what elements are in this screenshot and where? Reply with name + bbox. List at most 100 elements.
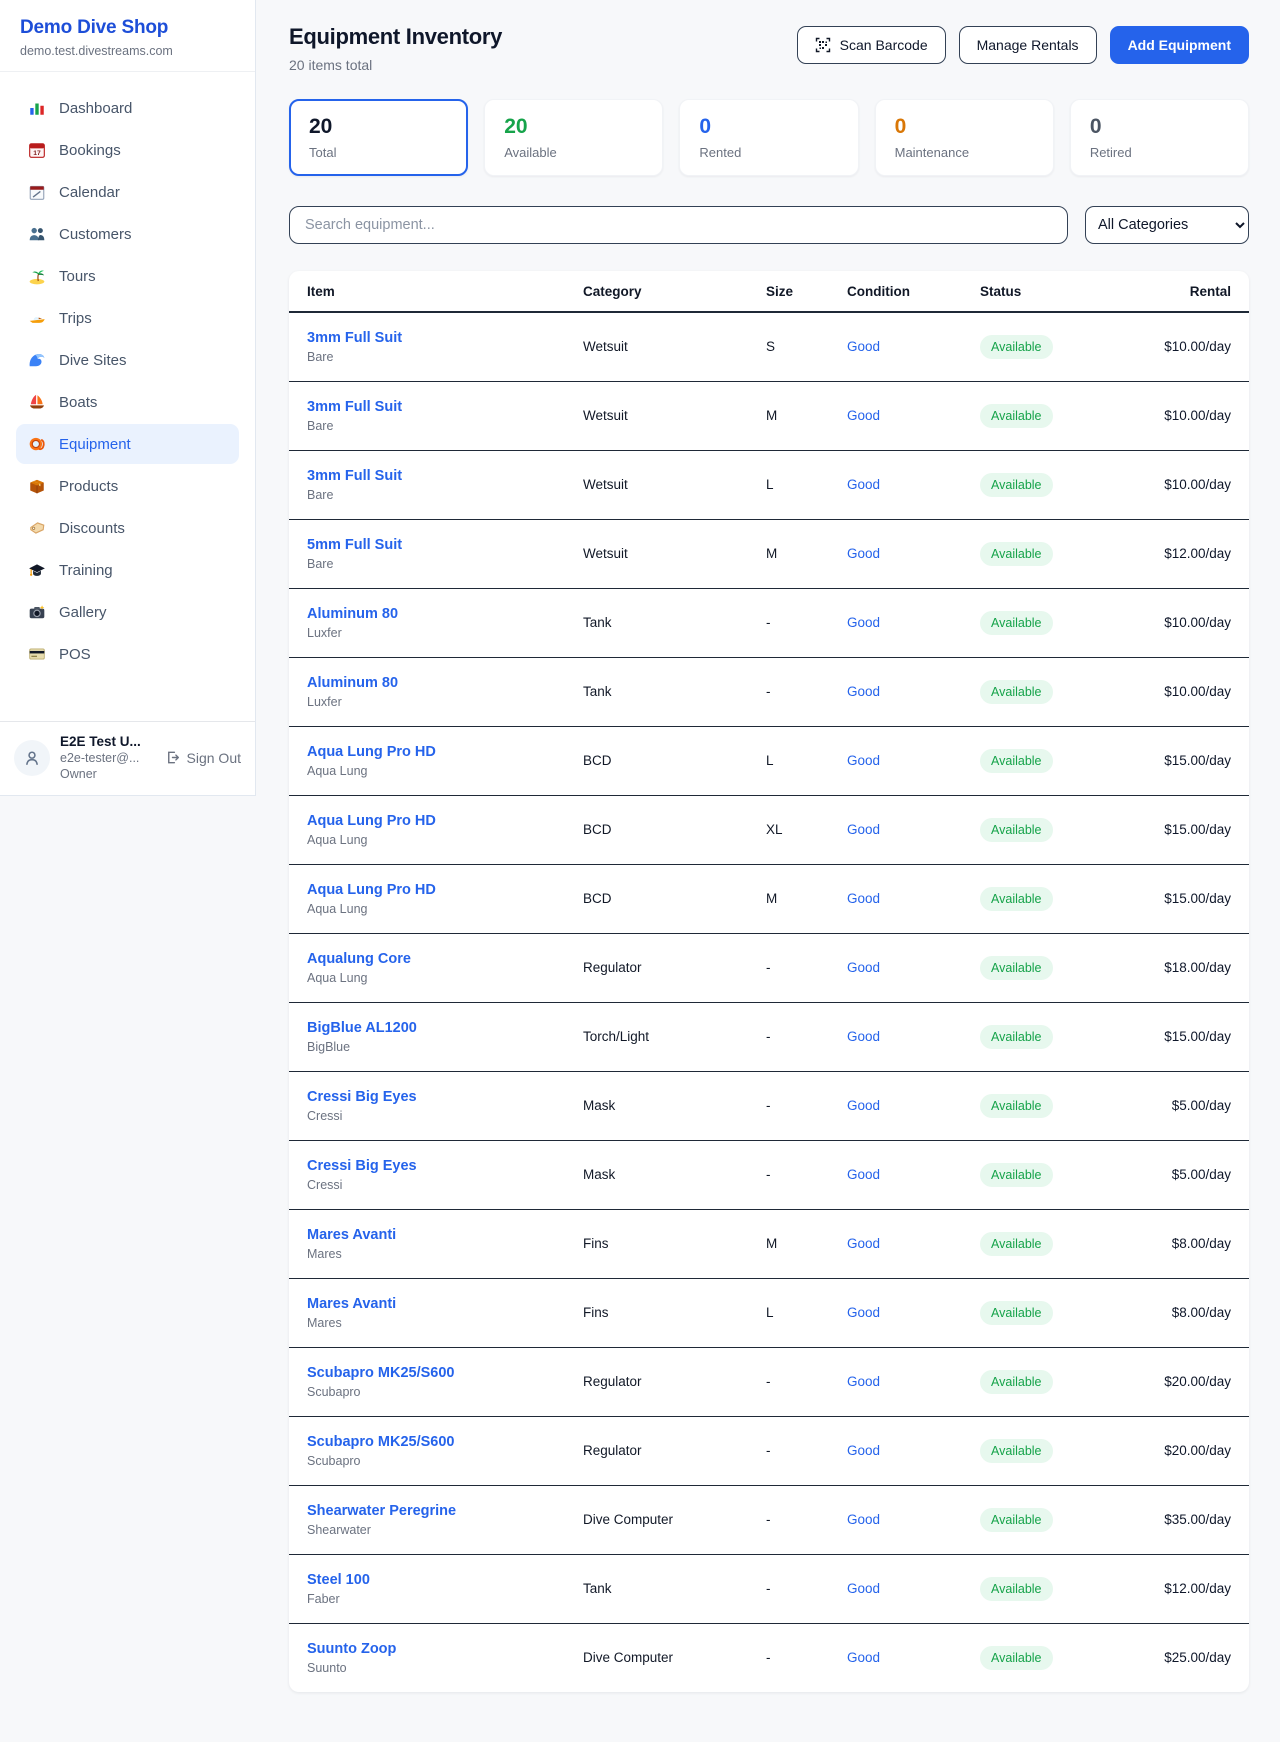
status-badge: Available (980, 1024, 1053, 1049)
tag-icon (28, 519, 46, 537)
sidebar-item-customers[interactable]: Customers (16, 214, 239, 254)
stat-label: Available (504, 145, 557, 160)
item-condition: Good (847, 408, 881, 423)
item-name-link[interactable]: Scubapro MK25/S600 (307, 1364, 455, 1381)
users-icon (28, 225, 46, 243)
table-row: BigBlue AL1200 BigBlue Torch/Light - Goo… (289, 1002, 1249, 1072)
stat-card-available[interactable]: 20 Available (484, 99, 664, 176)
item-name-link[interactable]: BigBlue AL1200 (307, 1019, 417, 1036)
status-badge: Available (980, 886, 1053, 911)
item-name-link[interactable]: Mares Avanti (307, 1295, 397, 1312)
table-row: 3mm Full Suit Bare Wetsuit M Good Availa… (289, 381, 1249, 451)
item-brand: Bare (307, 418, 334, 433)
status-badge: Available (980, 748, 1053, 773)
search-input[interactable] (289, 206, 1068, 244)
item-name-link[interactable]: 5mm Full Suit (307, 536, 403, 553)
item-name-link[interactable]: Shearwater Peregrine (307, 1502, 457, 1519)
sidebar-item-label: Tours (59, 267, 96, 285)
manage-rentals-button[interactable]: Manage Rentals (958, 26, 1097, 64)
item-name-link[interactable]: Scubapro MK25/S600 (307, 1433, 455, 1450)
stat-value: 0 (699, 115, 712, 138)
status-badge: Available (980, 1576, 1053, 1601)
calendar-red-icon (28, 141, 46, 159)
item-size: - (766, 1650, 771, 1666)
user-box: E2E Test U... e2e-tester@... Owner Sign … (0, 721, 255, 795)
item-rental-rate: $15.00/day (1164, 753, 1231, 768)
stat-value: 20 (504, 115, 528, 138)
status-badge: Available (980, 1369, 1053, 1394)
camera-icon (28, 603, 46, 621)
item-rental-rate: $12.00/day (1164, 546, 1231, 561)
item-name-link[interactable]: Aqua Lung Pro HD (307, 812, 436, 829)
equipment-table-card: Item Category Size Condition Status Rent… (289, 271, 1249, 1692)
item-condition: Good (847, 615, 881, 630)
column-header-rental: Rental (1140, 271, 1249, 313)
stat-card-retired[interactable]: 0 Retired (1069, 99, 1250, 176)
sidebar-item-equipment[interactable]: Equipment (16, 424, 239, 464)
add-equipment-button[interactable]: Add Equipment (1109, 26, 1249, 64)
category-select[interactable]: All Categories (1085, 206, 1249, 244)
item-name-link[interactable]: Aluminum 80 (307, 605, 399, 622)
sign-out-button[interactable]: Sign Out (165, 750, 241, 766)
item-brand: Mares (307, 1315, 342, 1330)
item-condition: Good (847, 1167, 881, 1182)
sidebar-item-boats[interactable]: Boats (16, 382, 239, 422)
sign-out-icon (165, 750, 180, 765)
filters-row: All Categories (289, 206, 1249, 244)
item-name-link[interactable]: Cressi Big Eyes (307, 1157, 417, 1174)
status-badge: Available (980, 541, 1053, 566)
scan-barcode-button[interactable]: Scan Barcode (796, 26, 946, 64)
item-condition: Good (847, 546, 881, 561)
item-name-link[interactable]: Aqualung Core (307, 950, 411, 967)
item-name-link[interactable]: Suunto Zoop (307, 1640, 397, 1657)
item-rental-rate: $15.00/day (1164, 891, 1231, 906)
stat-card-maintenance[interactable]: 0 Maintenance (874, 99, 1054, 176)
sidebar-item-pos[interactable]: POS (16, 634, 239, 674)
item-brand: Cressi (307, 1108, 343, 1123)
item-name-link[interactable]: Aqua Lung Pro HD (307, 881, 436, 898)
item-category: BCD (583, 822, 612, 837)
item-brand: Shearwater (307, 1522, 371, 1537)
sidebar-item-tours[interactable]: Tours (16, 256, 239, 296)
item-category: BCD (583, 753, 612, 768)
sidebar-item-trips[interactable]: Trips (16, 298, 239, 338)
sidebar-item-products[interactable]: Products (16, 466, 239, 506)
item-name-link[interactable]: 3mm Full Suit (307, 329, 403, 346)
person-icon (23, 749, 41, 767)
sidebar-item-dive-sites[interactable]: Dive Sites (16, 340, 239, 380)
item-size: - (766, 1167, 771, 1182)
item-condition: Good (847, 477, 881, 492)
table-row: Aluminum 80 Luxfer Tank - Good Available… (289, 657, 1249, 727)
package-icon (28, 477, 46, 495)
sidebar-item-training[interactable]: Training (16, 550, 239, 590)
main-content: Equipment Inventory 20 items total Scan … (256, 0, 1280, 1692)
brand-name[interactable]: Demo Dive Shop (20, 17, 169, 38)
item-brand: Scubapro (307, 1453, 361, 1468)
sidebar-item-dashboard[interactable]: Dashboard (16, 88, 239, 128)
item-rental-rate: $10.00/day (1164, 477, 1231, 492)
item-name-link[interactable]: Cressi Big Eyes (307, 1088, 417, 1105)
brand-domain: demo.test.divestreams.com (20, 44, 173, 58)
table-header-row: Item Category Size Condition Status Rent… (289, 271, 1249, 313)
stat-card-rented[interactable]: 0 Rented (679, 99, 859, 176)
stat-card-total[interactable]: 20 Total (289, 99, 469, 176)
item-condition: Good (847, 822, 881, 837)
item-condition: Good (847, 339, 881, 355)
item-name-link[interactable]: Steel 100 (307, 1571, 370, 1588)
item-rental-rate: $20.00/day (1164, 1374, 1231, 1389)
stat-value: 0 (1089, 115, 1102, 138)
sidebar-item-bookings[interactable]: Bookings (16, 130, 239, 170)
sidebar-item-calendar[interactable]: Calendar (16, 172, 239, 212)
status-badge: Available (980, 1231, 1053, 1256)
item-name-link[interactable]: 3mm Full Suit (307, 467, 403, 484)
item-name-link[interactable]: Aqua Lung Pro HD (307, 743, 436, 760)
items-total-count: 20 items total (289, 57, 373, 73)
item-name-link[interactable]: Aluminum 80 (307, 674, 399, 691)
palm-island-icon (28, 267, 46, 285)
sidebar-item-gallery[interactable]: Gallery (16, 592, 239, 632)
sidebar-item-discounts[interactable]: Discounts (16, 508, 239, 548)
item-name-link[interactable]: 3mm Full Suit (307, 398, 403, 415)
item-rental-rate: $15.00/day (1164, 822, 1231, 837)
item-name-link[interactable]: Mares Avanti (307, 1226, 397, 1243)
item-category: Torch/Light (583, 1029, 650, 1044)
